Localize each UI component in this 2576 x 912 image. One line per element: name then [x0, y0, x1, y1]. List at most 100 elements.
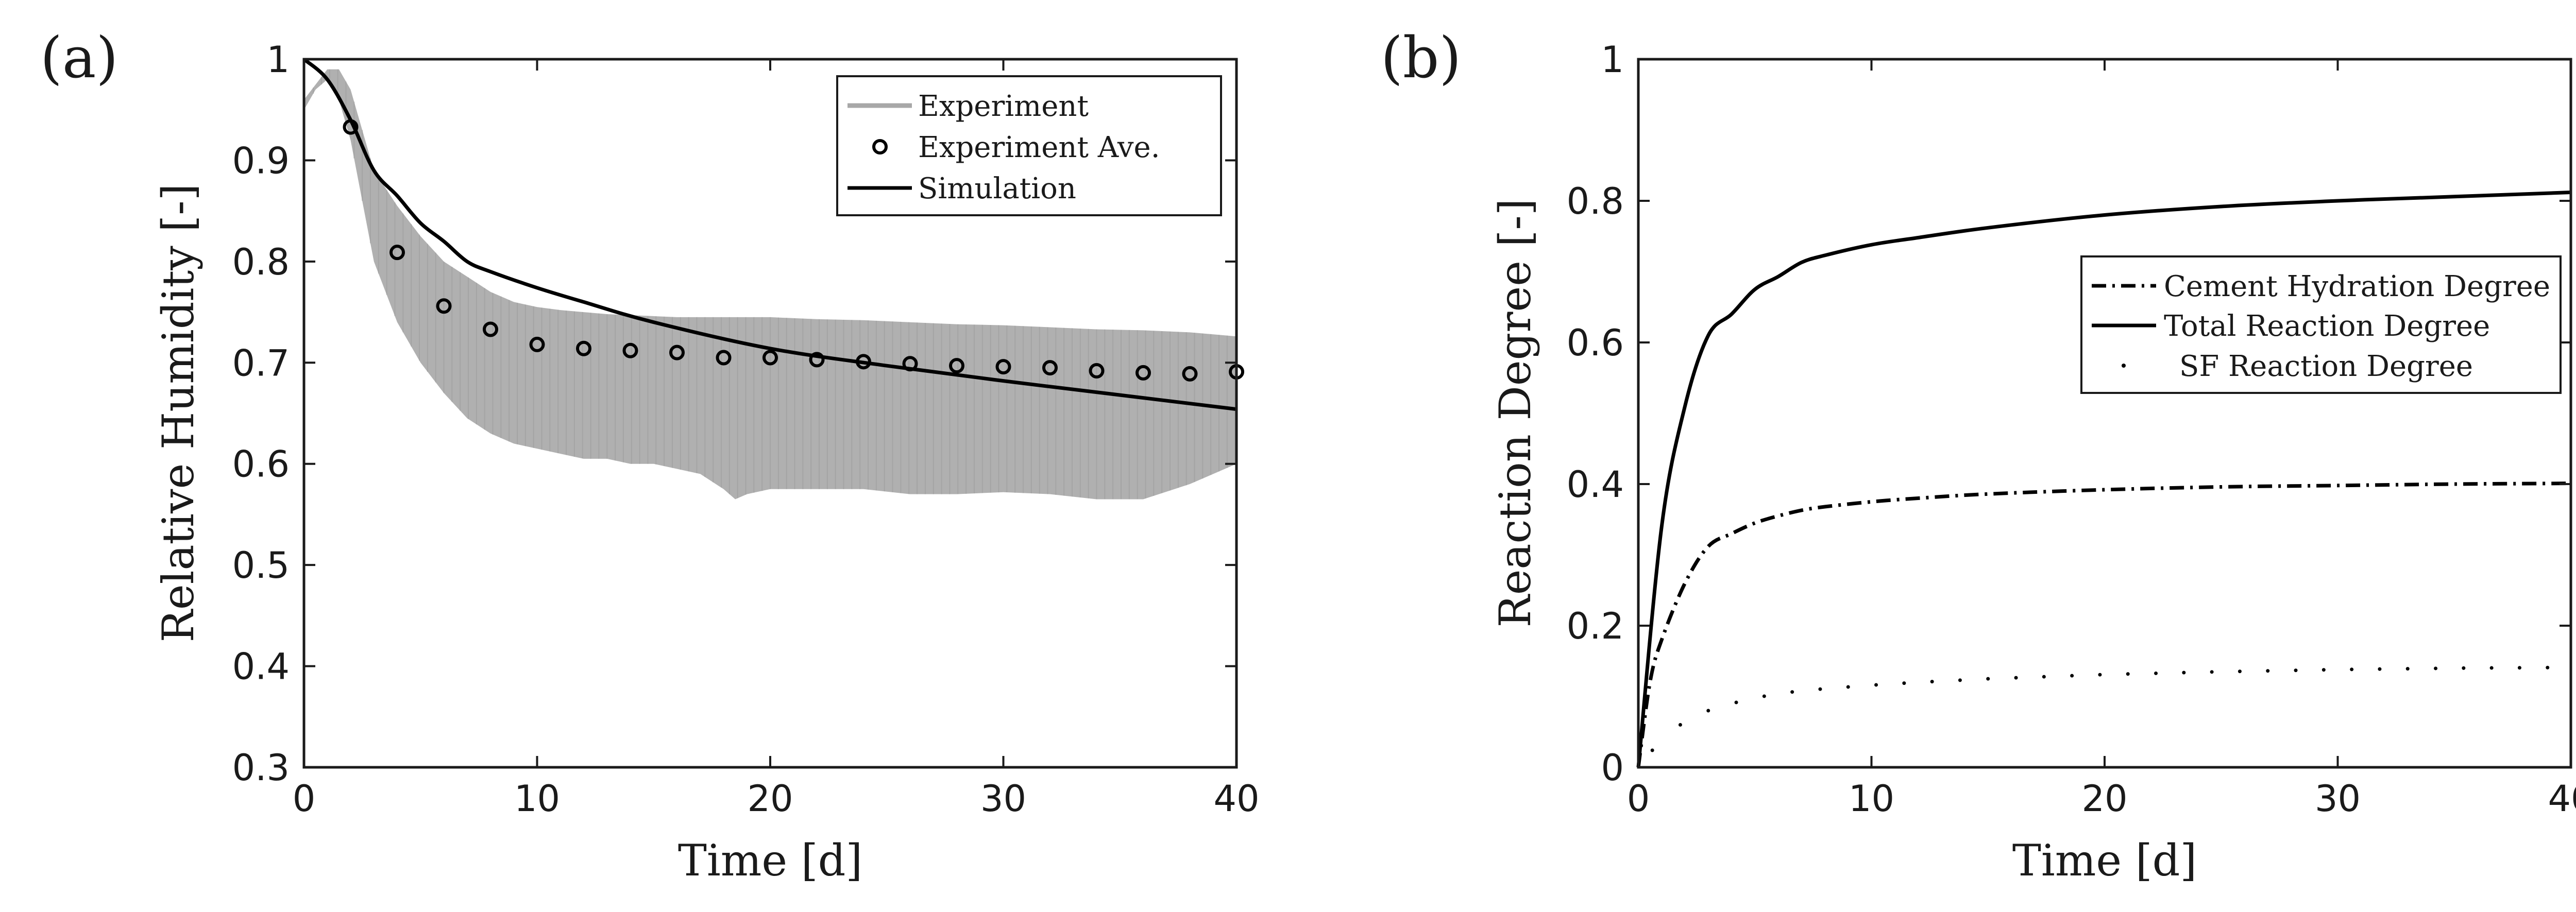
panel-a-xtick-label-0: 0 — [293, 778, 316, 820]
panel-a-xtick-label-3: 30 — [980, 778, 1026, 820]
panel-a-xtick-label-1: 10 — [514, 778, 560, 820]
legend-label-simulation: Simulation — [918, 172, 1076, 205]
sf-reaction-point — [2350, 667, 2354, 672]
sf-reaction-point — [1678, 723, 1682, 727]
panel-b-plot-area — [1636, 191, 2571, 768]
experiment-ave-point — [949, 358, 964, 374]
experiment-ave-point — [809, 352, 825, 368]
legend-swatch-experiment-ave — [872, 139, 888, 154]
experiment-ave-point — [716, 350, 732, 366]
series-cement-hydration-degree — [1636, 481, 2571, 768]
experiment-ave-point — [483, 321, 498, 337]
experiment-ave-point — [1182, 366, 1198, 382]
panel-a-xtick-label-4: 40 — [1213, 778, 1259, 820]
panel-a-xtick-label-2: 20 — [747, 778, 793, 820]
experiment-ave-point — [669, 345, 685, 360]
experiment-ave-point — [436, 298, 452, 314]
experiment-ave-point — [529, 336, 545, 352]
legend-label-cement-hydration: Cement Hydration Degree — [2164, 270, 2550, 303]
sf-reaction-point — [2014, 676, 2018, 680]
sf-reaction-point — [2462, 666, 2466, 670]
sf-reaction-point — [1706, 709, 1710, 713]
panel-b-ticks: 0 10 20 30 40 0 0.2 0.4 0.6 0.8 1 — [1567, 39, 2576, 820]
panel-b-xtick-label-3: 30 — [2315, 778, 2361, 820]
panel-b-ylabel: Reaction Degree [-] — [1490, 198, 1540, 627]
sf-reaction-point — [2182, 670, 2186, 675]
panel-b: (b) 0 10 20 30 40 0 0.2 0.4 0.6 0.8 1 Time [d] Rea… — [1381, 25, 2576, 886]
legend-swatch-sf-reaction — [2122, 364, 2126, 368]
experiment-ave-point — [389, 245, 405, 261]
panel-b-ytick-label-2: 0.4 — [1567, 463, 1624, 506]
panel-b-label: (b) — [1381, 25, 1461, 91]
experiment-ave-point — [1042, 360, 1058, 376]
sf-reaction-point — [1930, 680, 1934, 684]
panel-a-xlabel: Time [d] — [678, 835, 862, 886]
panel-b-ytick-label-5: 1 — [1601, 39, 1624, 81]
panel-a-ytick-label-7: 1 — [266, 39, 290, 81]
panel-a-ytick-label-3: 0.6 — [232, 443, 290, 486]
experiment-ave-point — [343, 119, 359, 135]
experiment-ave-point — [856, 354, 871, 370]
sf-reaction-point — [2405, 667, 2410, 671]
sf-reaction-point — [1818, 687, 1822, 691]
legend-label-experiment-ave: Experiment Ave. — [918, 131, 1160, 164]
sf-reaction-point — [2434, 666, 2438, 670]
sf-reaction-point — [1650, 748, 1654, 752]
panel-b-ytick-label-0: 0 — [1601, 747, 1624, 789]
sf-reaction-point — [2546, 665, 2550, 669]
panel-a-ytick-label-4: 0.7 — [232, 342, 290, 384]
panel-a-ylabel: Relative Humidity [-] — [153, 184, 204, 643]
sf-reaction-point — [2266, 669, 2270, 673]
panel-a: (a) 0 10 20 30 40 0.3 0.4 0.5 0.6 0.7 0.8 0.9 1 Time… — [40, 25, 1260, 886]
experiment-ave-point — [1089, 363, 1105, 378]
sf-reaction-point — [2321, 668, 2326, 672]
sf-reaction-point — [2154, 671, 2158, 675]
series-sf-reaction-degree — [1650, 665, 2550, 752]
sf-reaction-point — [2238, 669, 2242, 674]
panel-a-ytick-label-0: 0.3 — [232, 747, 290, 789]
panel-a-ytick-label-5: 0.8 — [232, 241, 290, 283]
sf-reaction-point — [2042, 675, 2046, 679]
experiment-ave-point — [576, 340, 591, 356]
panel-b-axes-box — [1637, 58, 2572, 769]
panel-b-xlabel: Time [d] — [2012, 835, 2197, 886]
panel-a-legend: Experiment Experiment Ave. Simulation — [836, 75, 1222, 216]
legend-label-sf-reaction: SF Reaction Degree — [2179, 350, 2473, 383]
experiment-ave-point — [762, 350, 778, 366]
sf-reaction-point — [2070, 674, 2074, 678]
sf-reaction-point — [2126, 672, 2130, 676]
sf-reaction-point — [1958, 678, 1962, 682]
experiment-band — [304, 69, 1236, 500]
panel-a-legend-box — [836, 75, 1222, 216]
experiment-ave-point — [622, 342, 638, 358]
sf-reaction-point — [2294, 668, 2298, 673]
experiment-ave-point — [995, 359, 1011, 375]
series-total-reaction-degree — [1636, 191, 2571, 768]
panel-b-ytick-label-4: 0.8 — [1567, 180, 1624, 222]
experiment-ave-point — [902, 356, 918, 372]
sf-reaction-point — [1762, 694, 1766, 698]
panel-a-ytick-label-1: 0.4 — [232, 646, 290, 688]
sf-reaction-point — [2098, 673, 2102, 677]
panel-b-xtick-label-4: 40 — [2548, 778, 2576, 820]
sf-reaction-point — [1790, 690, 1794, 694]
panel-a-ytick-label-6: 0.9 — [232, 140, 290, 182]
sf-reaction-point — [1986, 677, 1990, 681]
panel-b-xtick-label-1: 10 — [1849, 778, 1894, 820]
sf-reaction-point — [1874, 683, 1878, 687]
sf-reaction-point — [2489, 666, 2494, 670]
sf-reaction-point — [1902, 681, 1906, 685]
simulation-line — [302, 58, 1237, 411]
panel-b-legend-box — [2080, 255, 2562, 394]
legend-label-experiment: Experiment — [918, 90, 1089, 123]
panel-a-ticks: 0 10 20 30 40 0.3 0.4 0.5 0.6 0.7 0.8 0.9 1 — [232, 39, 1260, 820]
panel-b-legend: Cement Hydration Degree Total Reaction D… — [2080, 255, 2562, 394]
sf-reaction-point — [2210, 670, 2214, 674]
sf-reaction-point — [2517, 666, 2521, 670]
panel-b-ytick-label-3: 0.6 — [1567, 322, 1624, 364]
sf-reaction-point — [1846, 685, 1850, 689]
panel-a-ytick-label-2: 0.5 — [232, 544, 290, 587]
panel-b-xtick-label-2: 20 — [2081, 778, 2127, 820]
legend-label-total-reaction: Total Reaction Degree — [2164, 309, 2490, 343]
